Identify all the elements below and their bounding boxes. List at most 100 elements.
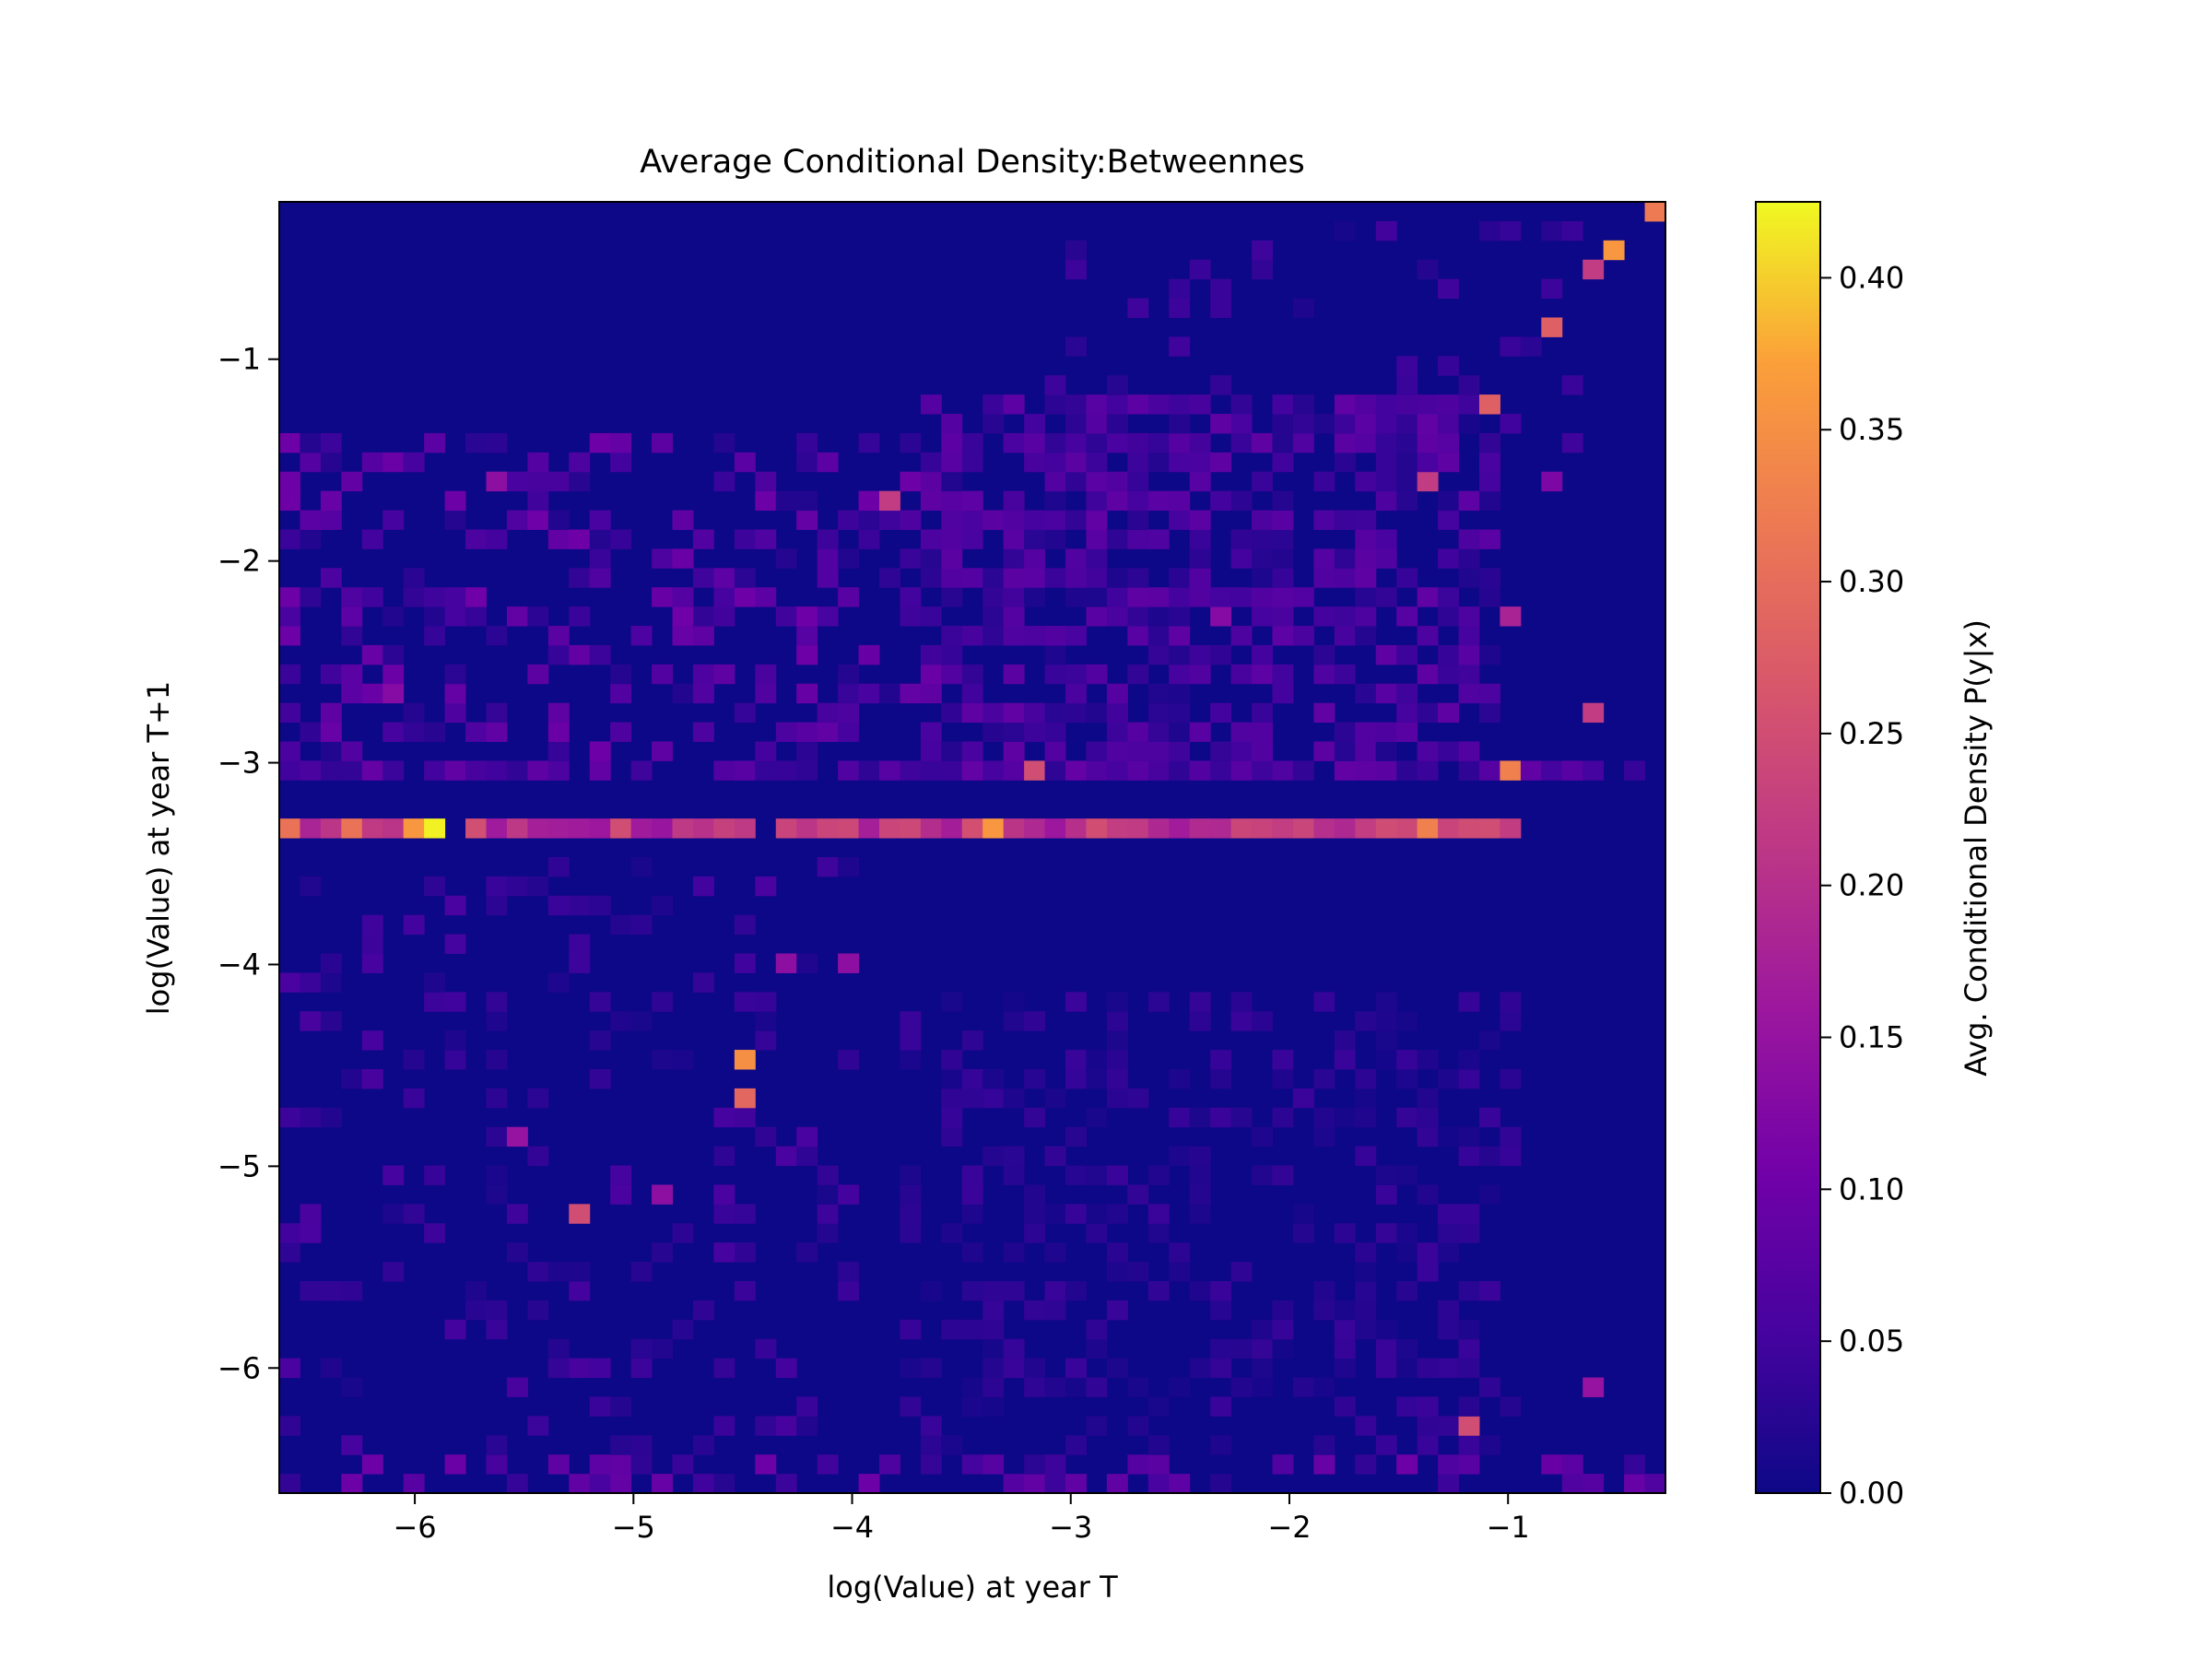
heatmap-cell [941,510,963,530]
heatmap-cell [527,1146,549,1167]
heatmap-cell [1044,529,1066,549]
heatmap-cell [1086,529,1108,549]
heatmap-cell [1458,1050,1480,1070]
heatmap-cell [1127,587,1149,607]
heatmap-cell [1169,741,1191,761]
heatmap-cell [1024,432,1046,453]
heatmap-cell [1272,606,1294,627]
colorbar-label: Avg. Conditional Density P(y|x) [1959,619,1994,1077]
heatmap-cell [1024,760,1046,781]
heatmap-cell [1210,1280,1232,1301]
heatmap-cell [961,1396,983,1417]
heatmap-cell [1230,548,1253,569]
heatmap-cell [444,992,466,1012]
heatmap-cell [838,1262,860,1282]
heatmap-cell [1334,741,1356,761]
heatmap-cell [589,568,611,588]
heatmap-cell [713,587,735,607]
x-tick-label: −6 [393,1510,436,1545]
heatmap-cell [547,741,570,761]
heatmap-cell [1189,1184,1211,1205]
heatmap-cell [755,1011,777,1031]
heatmap-cell [672,1050,694,1070]
heatmap-cell [755,1126,777,1147]
heatmap-cell [547,818,570,839]
heatmap-cell [506,818,528,839]
heatmap-cell [982,587,1005,607]
heatmap-cell [1003,992,1025,1012]
heatmap-cell [1478,1435,1500,1455]
heatmap-cell [1334,606,1356,627]
heatmap-cell [1541,760,1563,781]
heatmap-cell [1417,818,1439,839]
heatmap-cell [1024,1107,1046,1128]
heatmap-cell [486,818,508,839]
heatmap-cell [424,992,446,1012]
heatmap-cell [486,1184,508,1205]
heatmap-cell [569,1262,591,1282]
heatmap-cell [920,471,942,492]
heatmap-cell [961,529,983,549]
heatmap-cell [1210,375,1232,395]
heatmap-cell [382,683,405,704]
heatmap-cell [1147,722,1170,742]
heatmap-cell [1417,414,1439,434]
heatmap-cell [320,452,342,473]
heatmap-cell [1086,452,1108,473]
heatmap-cell [878,490,900,512]
heatmap-cell [838,664,860,685]
heatmap-cell [1292,587,1314,607]
heatmap-cell [486,760,508,781]
heatmap-cell [1272,1068,1294,1089]
heatmap-cell [547,972,570,993]
heatmap-cell [1478,1107,1500,1128]
heatmap-cell [1189,818,1211,839]
heatmap-cell [1478,683,1500,704]
heatmap-cell [982,414,1005,434]
heatmap-cell [1583,702,1605,724]
heatmap-cell [1334,818,1356,839]
heatmap-cell [734,702,756,724]
heatmap-cell [1313,1300,1335,1321]
heatmap-cell [961,818,983,839]
heatmap-cell [1272,548,1294,569]
heatmap-cell [1458,1068,1480,1089]
heatmap-cell [1438,1242,1460,1263]
heatmap-cell [1024,818,1046,839]
heatmap-cell [1127,1416,1149,1436]
heatmap-cell [569,1204,591,1224]
heatmap-cell [1478,1146,1500,1167]
heatmap-cell [1334,1030,1356,1051]
colorbar-tick-label: 0.00 [1839,1476,1904,1511]
heatmap-cell [444,760,466,781]
heatmap-cell [1127,1184,1149,1205]
heatmap-cell [279,818,300,839]
heatmap-cell [1458,529,1480,549]
y-tick-label: −5 [218,1148,261,1183]
heatmap-cell [1355,432,1377,453]
heatmap-cell [1375,414,1397,434]
heatmap-cell [982,818,1005,839]
heatmap-cell [589,1474,611,1494]
heatmap-cell [1334,1396,1356,1417]
heatmap-cell [1355,510,1377,530]
heatmap-cell [1147,606,1170,627]
heatmap-cell [982,1377,1005,1397]
heatmap-cell [692,664,714,685]
heatmap-cell [1230,626,1253,646]
heatmap-cell [527,510,549,530]
heatmap-cell [486,1088,508,1109]
heatmap-cell [403,914,425,935]
heatmap-cell [1024,1454,1046,1475]
heatmap-cell [1044,760,1066,781]
heatmap-cell [1106,606,1128,627]
heatmap-cell [382,760,405,781]
heatmap-cell [961,490,983,512]
heatmap-cell [755,529,777,549]
heatmap-cell [1024,1377,1046,1397]
heatmap-cell [527,818,549,839]
heatmap-cell [1272,1300,1294,1321]
heatmap-cell [1272,490,1294,512]
heatmap-cell [1478,220,1500,241]
heatmap-cell [1252,432,1273,453]
